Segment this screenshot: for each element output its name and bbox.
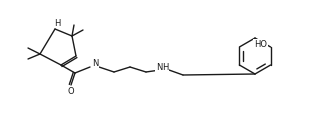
Text: H: H [162, 63, 168, 72]
Text: N: N [92, 59, 98, 68]
Text: O: O [68, 87, 74, 96]
Text: N: N [156, 63, 162, 72]
Text: H: H [54, 19, 60, 28]
Text: HO: HO [254, 40, 267, 49]
